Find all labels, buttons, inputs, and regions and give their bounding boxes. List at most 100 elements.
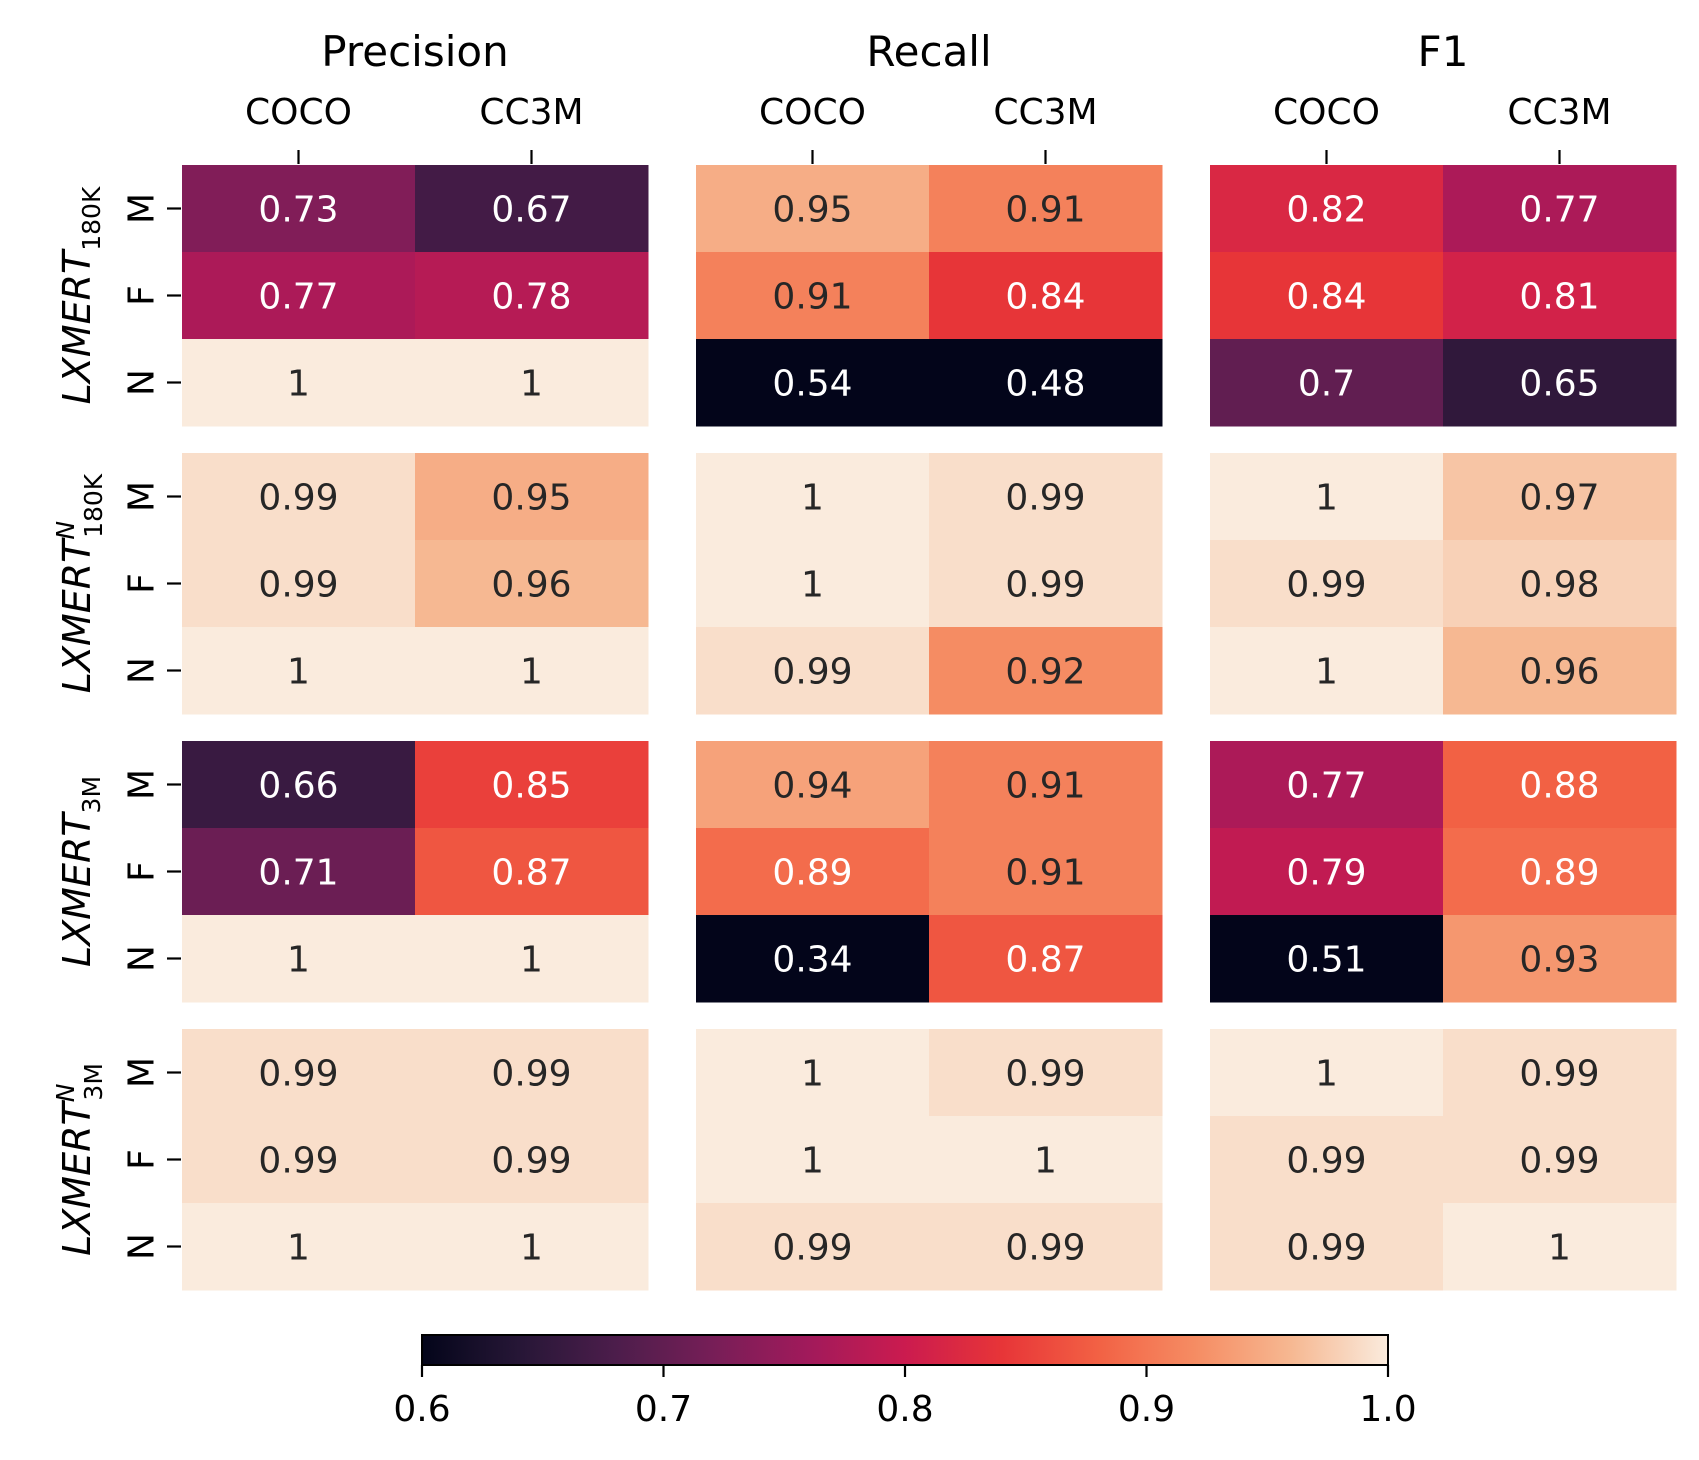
heatmap-cell xyxy=(182,1203,416,1291)
heatmap-cell xyxy=(415,453,649,541)
cell-value-label: 0.99 xyxy=(772,652,852,693)
cell-value-label: 0.82 xyxy=(1286,190,1366,231)
cell-value-label: 0.99 xyxy=(258,1054,338,1095)
heatmap-cell xyxy=(1443,627,1677,715)
heatmap-cell xyxy=(696,339,930,427)
cell-value-label: 0.97 xyxy=(1519,478,1599,519)
heatmap-cell xyxy=(696,1203,930,1291)
heatmap-cell xyxy=(1210,540,1444,628)
cell-value-label: 1 xyxy=(520,364,543,405)
heatmap-cell xyxy=(1210,339,1444,427)
heatmap-cell xyxy=(415,339,649,427)
y-tick-label: N xyxy=(122,369,163,396)
y-tick-label: M xyxy=(122,193,163,224)
heatmap-cell xyxy=(929,540,1163,628)
heatmap-cell xyxy=(182,1029,416,1117)
cell-value-label: 0.91 xyxy=(1005,853,1085,894)
cell-value-label: 0.99 xyxy=(1286,565,1366,606)
y-tick-label: F xyxy=(122,285,163,306)
colorbar-tick-label: 0.8 xyxy=(876,1389,933,1430)
column-group-title: F1 xyxy=(1418,27,1469,76)
cell-value-label: 0.99 xyxy=(258,565,338,606)
cell-value-label: 0.99 xyxy=(1005,478,1085,519)
heatmap-cell xyxy=(182,627,416,715)
colorbar-tick-label: 0.6 xyxy=(393,1389,450,1430)
cell-value-label: 1 xyxy=(1315,652,1338,693)
cell-value-label: 0.99 xyxy=(1005,565,1085,606)
heatmap-cell xyxy=(182,915,416,1003)
heatmap-cell xyxy=(929,453,1163,541)
cell-value-label: 0.78 xyxy=(491,277,571,318)
heatmap-cell xyxy=(1443,741,1677,829)
cell-value-label: 1 xyxy=(287,1228,310,1269)
heatmap-cell xyxy=(182,453,416,541)
cell-value-label: 0.89 xyxy=(1519,853,1599,894)
cell-value-label: 0.73 xyxy=(258,190,338,231)
y-tick-label: F xyxy=(122,861,163,882)
heatmap-cell xyxy=(415,252,649,340)
cell-value-label: 0.71 xyxy=(258,853,338,894)
heatmap-cell xyxy=(696,1029,930,1117)
heatmap-cell xyxy=(1210,828,1444,916)
heatmap-cell xyxy=(1210,915,1444,1003)
heatmap-cell xyxy=(1443,1203,1677,1291)
cell-value-label: 1 xyxy=(1315,478,1338,519)
heatmap-cell xyxy=(182,828,416,916)
cell-value-label: 0.34 xyxy=(772,940,852,981)
heatmap-cell xyxy=(1443,252,1677,340)
cell-value-label: 0.99 xyxy=(1286,1141,1366,1182)
cell-value-label: 0.96 xyxy=(1519,652,1599,693)
cell-value-label: 0.91 xyxy=(772,277,852,318)
model-row-title: LXMERT3M xyxy=(55,776,106,967)
heatmap-cell xyxy=(696,453,930,541)
cell-value-label: 0.92 xyxy=(1005,652,1085,693)
colorbar-tick-label: 1.0 xyxy=(1359,1389,1416,1430)
cell-value-label: 1 xyxy=(1548,1228,1571,1269)
cell-value-label: 0.95 xyxy=(772,190,852,231)
cell-value-label: 0.85 xyxy=(491,766,571,807)
y-tick-label: M xyxy=(122,769,163,800)
heatmap-cell xyxy=(1443,1116,1677,1204)
heatmap-cell xyxy=(1210,741,1444,829)
y-tick-label: F xyxy=(122,1149,163,1170)
y-tick-label: F xyxy=(122,573,163,594)
cell-value-label: 0.99 xyxy=(491,1141,571,1182)
cell-value-label: 0.99 xyxy=(1005,1054,1085,1095)
cell-value-label: 1 xyxy=(801,478,824,519)
heatmap-cell xyxy=(1210,453,1444,541)
cell-value-label: 0.84 xyxy=(1286,277,1366,318)
cell-value-label: 0.67 xyxy=(491,190,571,231)
cell-value-label: 0.87 xyxy=(491,853,571,894)
cell-value-label: 1 xyxy=(1315,1054,1338,1095)
heatmap-cell xyxy=(1210,1029,1444,1117)
cell-value-label: 0.99 xyxy=(1519,1054,1599,1095)
cell-value-label: 0.89 xyxy=(772,853,852,894)
cell-value-label: 1 xyxy=(801,1141,824,1182)
cell-value-label: 1 xyxy=(1034,1141,1057,1182)
cell-value-label: 0.54 xyxy=(772,364,852,405)
heatmap-cell xyxy=(1210,627,1444,715)
heatmap-cell xyxy=(696,540,930,628)
cell-value-label: 0.81 xyxy=(1519,277,1599,318)
cell-value-label: 0.77 xyxy=(1286,766,1366,807)
cell-value-label: 0.99 xyxy=(1005,1228,1085,1269)
y-tick-label: N xyxy=(122,945,163,972)
cell-value-label: 0.93 xyxy=(1519,940,1599,981)
heatmap-cell xyxy=(182,1116,416,1204)
cell-value-label: 0.98 xyxy=(1519,565,1599,606)
heatmap-cell xyxy=(929,1029,1163,1117)
heatmap-cell xyxy=(696,1116,930,1204)
column-group-title: Recall xyxy=(866,27,991,76)
cell-value-label: 0.66 xyxy=(258,766,338,807)
cell-value-label: 0.99 xyxy=(1286,1228,1366,1269)
cell-value-label: 0.88 xyxy=(1519,766,1599,807)
cell-value-label: 0.84 xyxy=(1005,277,1085,318)
heatmap-cell xyxy=(415,165,649,253)
x-tick-label: COCO xyxy=(759,92,866,133)
heatmap-cell xyxy=(696,915,930,1003)
cell-value-label: 0.79 xyxy=(1286,853,1366,894)
heatmap-cell xyxy=(182,165,416,253)
heatmap-cell xyxy=(415,1116,649,1204)
